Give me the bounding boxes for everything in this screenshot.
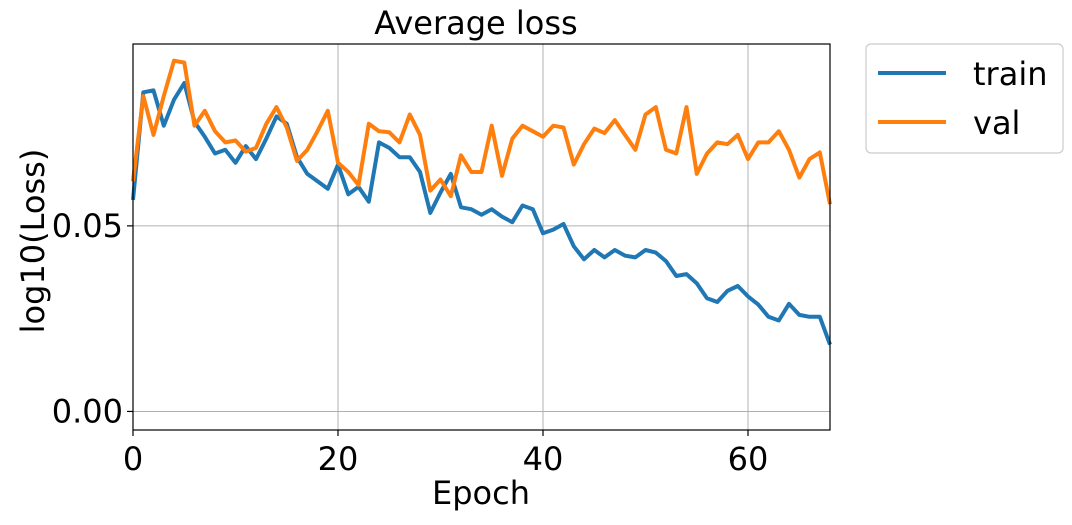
legend-label-train: train [973, 55, 1047, 93]
x-tick-label: 40 [523, 440, 564, 478]
x-tick-label: 60 [728, 440, 769, 478]
x-axis-label: Epoch [432, 474, 530, 512]
y-axis-label: log10(Loss) [14, 149, 52, 334]
x-tick-label: 20 [318, 440, 359, 478]
y-tick-label: 0.05 [52, 207, 123, 245]
legend: train val [865, 43, 1064, 154]
chart-title: Average loss [374, 4, 577, 42]
series-line-val [131, 58, 832, 205]
x-tick-label: 0 [123, 440, 143, 478]
series-group [131, 58, 832, 346]
plot-frame [132, 43, 831, 431]
legend-label-val: val [973, 104, 1020, 142]
ticks: 0 20 40 60 0.00 0.05 [52, 207, 769, 478]
y-tick-label: 0.00 [52, 392, 123, 430]
